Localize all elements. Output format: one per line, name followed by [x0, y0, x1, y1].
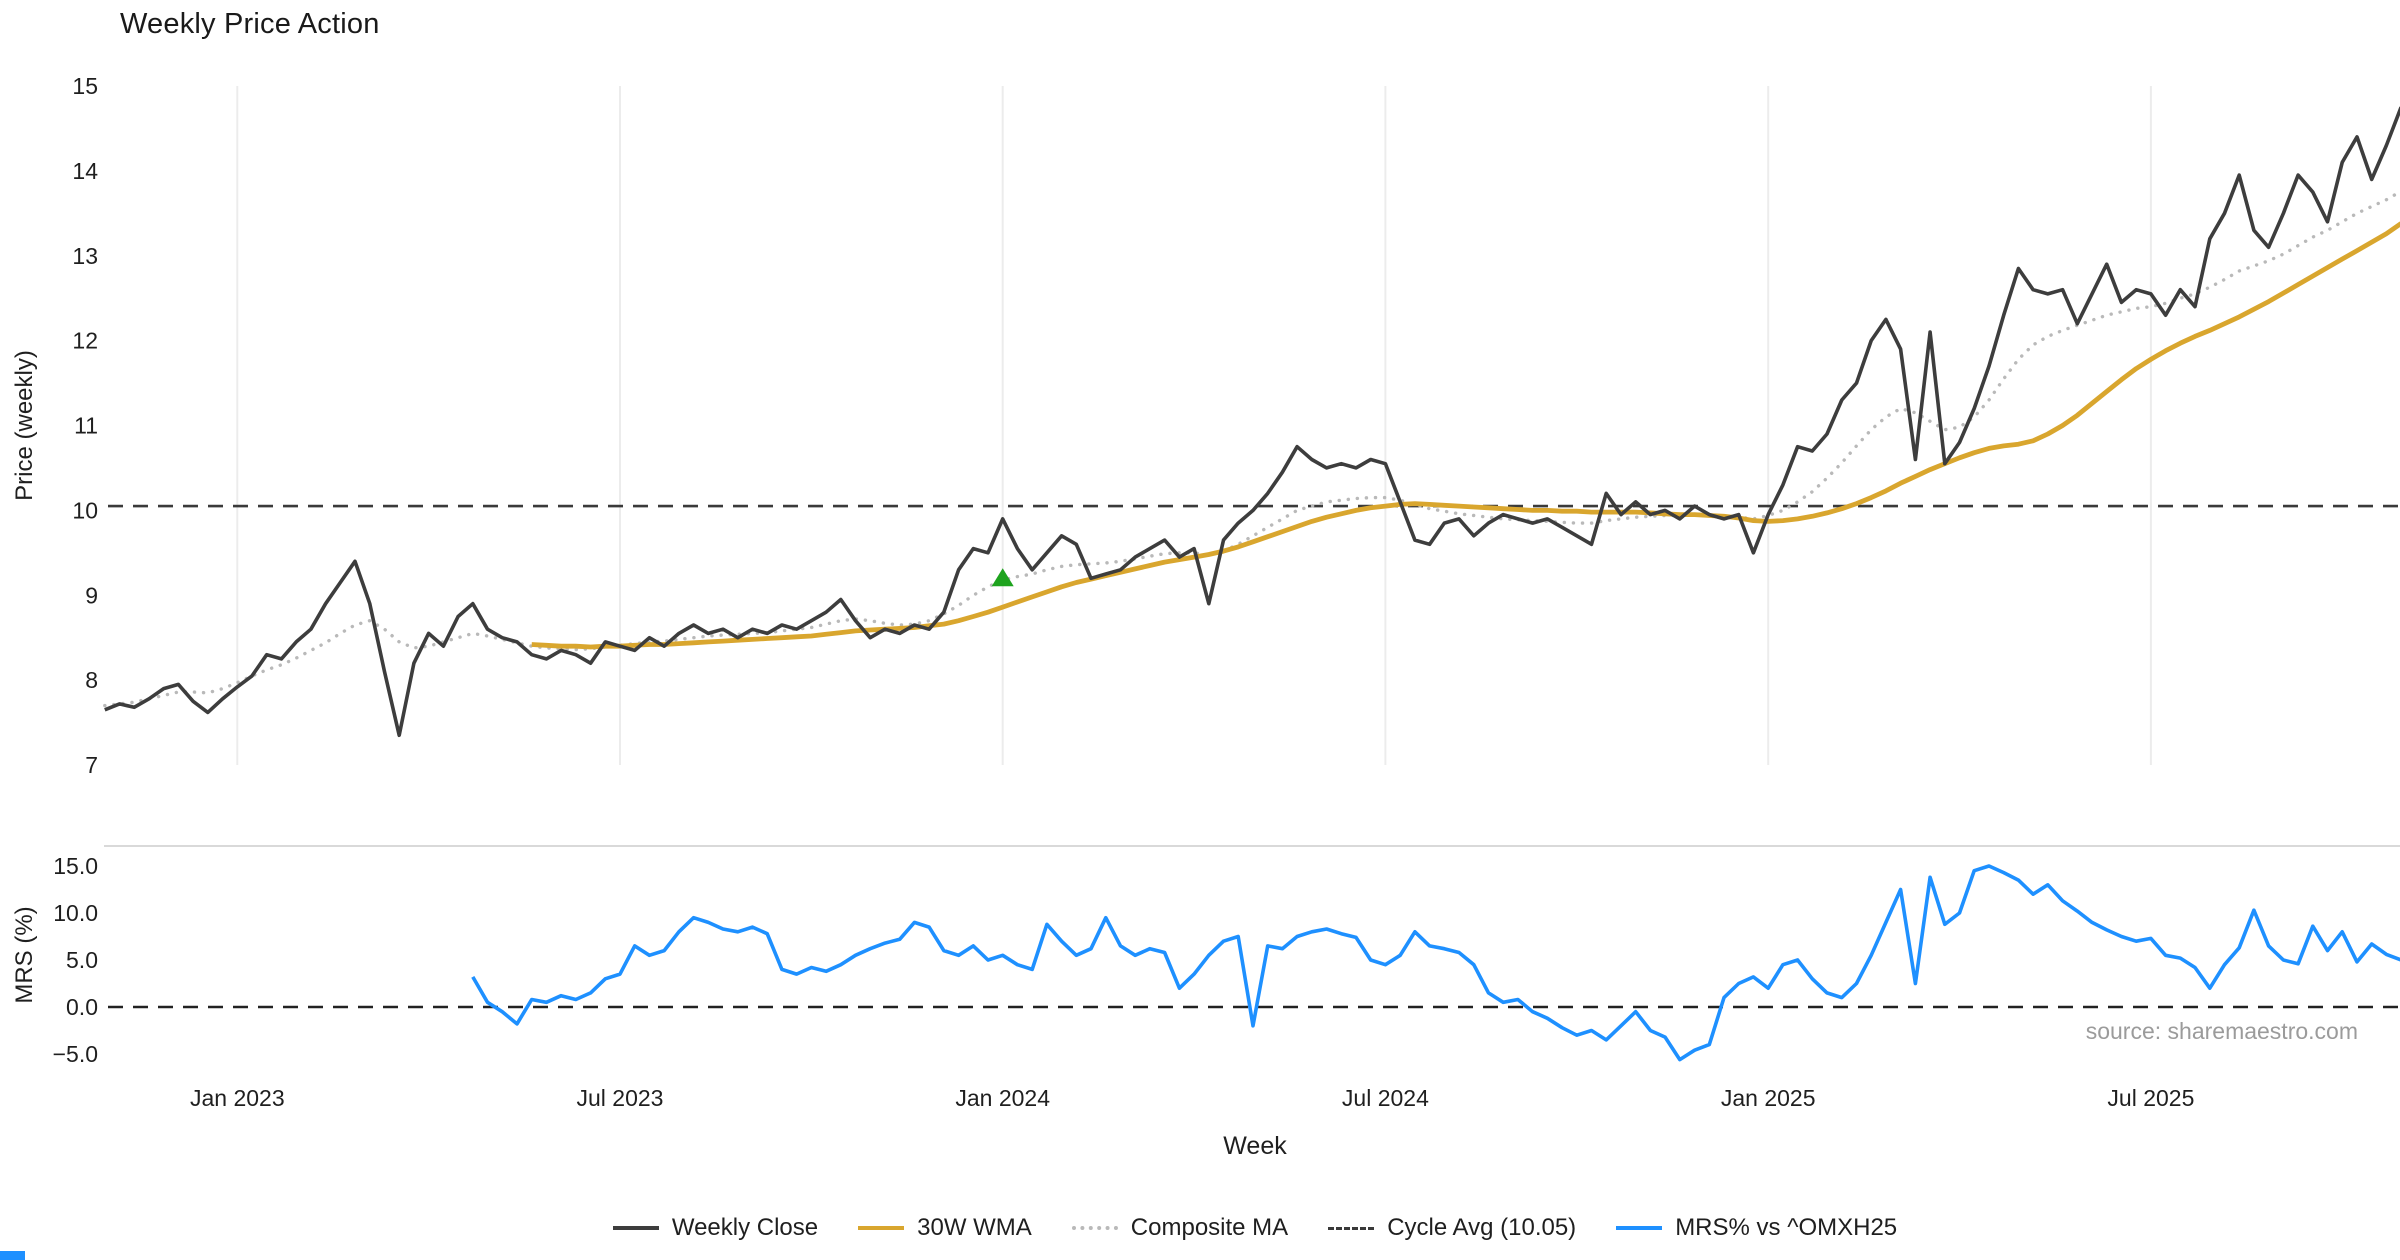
source-note: source: sharemaestro.com: [2085, 1018, 2358, 1044]
price-y-tick-label: 15: [72, 73, 98, 99]
price-y-tick-label: 8: [85, 667, 98, 693]
series-mrs-vs-omxh25-line: [471, 864, 2400, 1062]
legend-label: MRS% vs ^OMXH25: [1675, 1214, 1898, 1241]
series-weekly-close-line: [104, 106, 2400, 738]
price-axis-label: Price (weekly): [11, 350, 38, 501]
series-composite-ma-line: [103, 189, 2400, 708]
price-y-tick-label: 13: [72, 243, 98, 269]
legend-label: Weekly Close: [671, 1214, 819, 1241]
x-tick-label: Jan 2025: [1721, 1085, 1816, 1111]
x-tick-label: Jul 2024: [1342, 1085, 1429, 1111]
price-y-tick-label: 11: [74, 413, 98, 439]
legend-label: Cycle Avg (10.05): [1387, 1214, 1577, 1241]
legend-label: 30W WMA: [917, 1214, 1032, 1241]
price-y-tick-label: 14: [72, 158, 98, 184]
x-axis-label: Week: [1223, 1132, 1287, 1160]
legend-item-weekly-close: Weekly Close: [612, 1214, 819, 1242]
mrs-y-tick-label: 10.0: [53, 900, 98, 926]
chart-title: Weekly Price Action: [120, 8, 380, 40]
legend-item-composite-ma: Composite MA: [1071, 1214, 1289, 1242]
x-tick-label: Jul 2025: [2107, 1085, 2194, 1111]
x-tick-label: Jul 2023: [577, 1085, 664, 1111]
mrs-axis-label: MRS (%): [11, 906, 38, 1003]
mrs-y-tick-label: −5.0: [53, 1041, 98, 1067]
legend-dashed-line-sample: [1328, 1226, 1375, 1230]
legend-item-mrs-vs-omxh25: MRS% vs ^OMXH25: [1616, 1214, 1897, 1242]
mrs-y-tick-label: 0.0: [66, 994, 98, 1020]
legend-solid-line-sample: [858, 1226, 905, 1230]
price-y-tick-label: 9: [85, 582, 98, 608]
x-tick-label: Jan 2024: [955, 1085, 1050, 1111]
legend-solid-line-sample: [612, 1226, 659, 1230]
price-y-tick-label: 10: [72, 497, 98, 523]
mrs-y-tick-label: 5.0: [66, 947, 98, 973]
legend-solid-line-sample: [1616, 1226, 1663, 1230]
series-30w-wma-line: [531, 221, 2400, 650]
price-y-tick-label: 7: [85, 752, 98, 778]
x-tick-label: Jan 2023: [190, 1085, 285, 1111]
price-y-tick-label: 12: [72, 328, 98, 354]
mrs-y-tick-label: 15.0: [53, 853, 98, 879]
legend-item-cycle-avg-10-05: Cycle Avg (10.05): [1328, 1214, 1576, 1242]
legend-label: Composite MA: [1130, 1214, 1289, 1241]
legend-item-30w-wma: 30W WMA: [858, 1214, 1032, 1242]
legend: Weekly Close 30W WMA Composite MA Cycle Avg…: [110, 1214, 2400, 1242]
bottom-left-blue-strip: [0, 1251, 25, 1260]
buy-signal-triangle-icon: [991, 568, 1014, 587]
legend-dotted-line-sample: [1071, 1226, 1118, 1230]
